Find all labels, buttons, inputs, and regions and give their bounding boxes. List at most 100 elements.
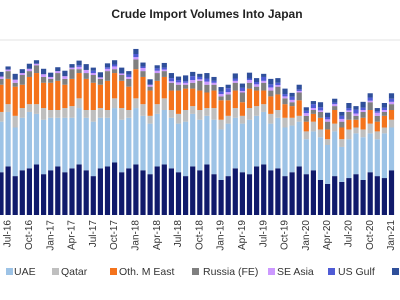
bar-segment [317,137,324,180]
bar-segment [239,90,245,93]
bar-segment [268,90,274,97]
bar-segment [76,60,82,66]
bar-segment [325,129,331,140]
bar-segment [225,100,231,116]
bar-segment [133,69,139,99]
bar-segment [76,73,82,99]
bar-segment [33,73,40,105]
bar-segment [310,101,316,105]
bar-segment [346,111,352,120]
bar-segment [175,82,182,85]
bar-segment [147,90,153,116]
bar-segment [239,115,245,124]
bar-segment [374,131,380,140]
bar-segment [161,62,167,68]
bar-segment [119,172,125,215]
bar-segment [296,90,302,93]
bar-segment [275,110,281,118]
bar-segment [104,71,111,81]
bar-segment [197,73,203,77]
bar-segment [5,104,11,112]
bar-segment [367,110,373,124]
bar-segment [12,86,18,116]
bar-segment [26,168,32,215]
x-tick-label: Jul-18 [173,220,184,248]
bar-segment [26,71,32,77]
bar-segment [232,73,238,79]
bar-segment [41,108,47,120]
bar-segment [48,110,54,118]
bar-segment [5,66,11,70]
bar-segment [154,80,160,105]
bar-segment [239,87,245,91]
bar-segment [175,90,182,114]
bar-segment [154,104,160,114]
bar-segment [232,168,238,215]
bar-segment [381,133,387,179]
x-tick-label: Oct-20 [365,220,376,250]
bar-segment [289,102,295,107]
bar-segment [55,117,61,167]
bar-segment [26,76,32,105]
bar-segment [360,137,366,180]
bar-segment [83,69,89,74]
bar-segment [388,170,395,215]
bar-segment [55,67,61,72]
bar-segment [310,113,316,122]
bar-segment [254,106,260,116]
bar-segment [367,100,373,103]
bar-segment [232,78,238,81]
bar-segment [112,98,118,109]
bar-segment [140,68,146,72]
bar-segment [296,166,302,215]
bar-segment [239,92,245,103]
x-tick-label: Apr-18 [152,220,163,250]
bar-segment [332,104,338,107]
x-tick-label: Jan-20 [301,220,312,251]
bar-segment [296,84,302,90]
bar-segment [388,110,395,120]
bar-segment [360,129,366,138]
bar-segment [19,108,25,118]
bar-segment [346,119,352,130]
bar-segment [69,106,75,118]
bar-segment [353,127,359,134]
bar-segment [204,164,210,215]
bar-segment [183,81,189,83]
legend-swatch [328,268,335,275]
bar-segment [218,180,224,215]
bar-segment [175,76,182,81]
bar-segment [97,78,103,85]
bar-segment [97,108,103,118]
bar-segment [175,84,182,91]
bar-segment [26,104,32,112]
bar-segment [33,164,40,215]
legend-label: SE Asia [277,266,314,278]
bar-segment [55,73,61,81]
bar-segment [183,82,189,85]
bar-segment [296,115,302,122]
bar-segment [168,117,174,169]
bar-segment [317,111,324,118]
bar-segment [48,76,54,79]
bar-segment [112,60,118,65]
bar-segment [133,164,139,215]
x-tick-label: Jan-17 [45,220,56,251]
bar-segment [254,166,260,215]
bar-segment [90,176,96,215]
bar-segment [41,76,47,83]
bar-segment [175,113,182,124]
bar-segment [0,111,4,122]
legend-swatch [52,268,59,275]
bar-segment [261,164,267,215]
bar-segment [268,170,274,215]
bar-segment [353,174,359,215]
bar-segment [232,90,238,109]
bar-segment [147,174,153,215]
bar-segment [104,117,111,167]
bar-segment [168,90,174,110]
bar-segment [268,87,274,91]
bar-segment [104,110,111,118]
bar-segment [325,117,331,120]
x-tick-label: Oct-18 [194,220,205,250]
